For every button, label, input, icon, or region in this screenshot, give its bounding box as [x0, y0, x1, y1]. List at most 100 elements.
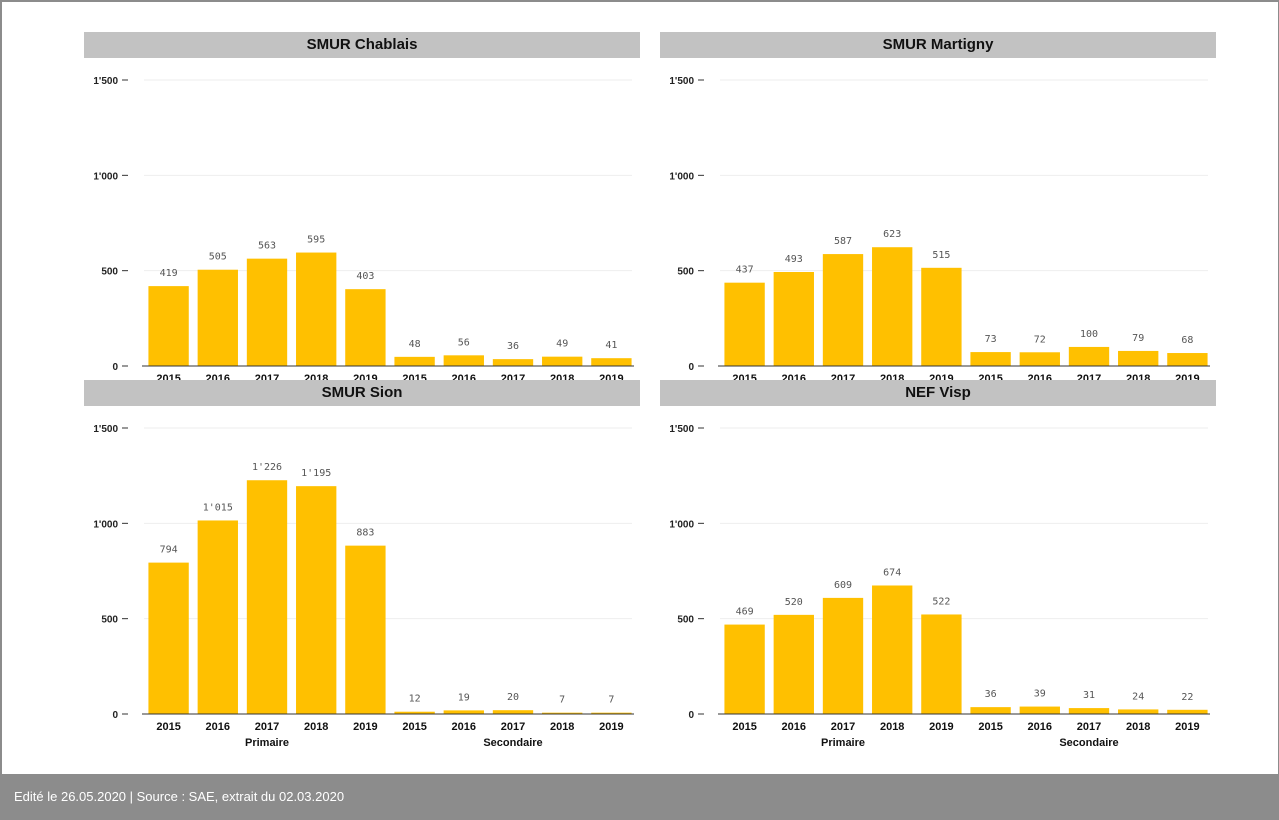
bar — [394, 356, 435, 366]
value-label: 1'195 — [301, 468, 331, 479]
x-tick-label: 2018 — [1126, 721, 1150, 733]
y-tick-label: 0 — [112, 362, 118, 373]
y-tick-label: 1'500 — [669, 424, 694, 435]
bar — [872, 247, 913, 366]
value-label: 36 — [507, 341, 519, 352]
bar — [773, 272, 814, 366]
value-label: 794 — [160, 545, 178, 556]
value-label: 437 — [736, 265, 754, 276]
panel-smur-martigny: SMUR Martigny 0 500 1'000 1'500 437 2015 493 20… — [660, 32, 1216, 385]
x-tick-label: 2015 — [978, 721, 1002, 733]
value-label: 515 — [932, 250, 950, 261]
value-label: 7 — [559, 695, 565, 706]
bar — [970, 707, 1011, 714]
value-label: 403 — [356, 271, 374, 282]
x-tick-label: 2015 — [402, 721, 426, 733]
y-tick-label: 0 — [688, 710, 694, 721]
x-tick-label: 2019 — [353, 721, 377, 733]
bar — [1167, 353, 1208, 366]
group-label: Primaire — [821, 737, 865, 749]
value-label: 22 — [1181, 692, 1193, 703]
bar — [197, 269, 238, 366]
y-tick-label: 500 — [677, 267, 694, 278]
x-tick-label: 2019 — [599, 721, 623, 733]
bar-chart-smur-sion: 0 500 1'000 1'500 794 2015 1'015 2016 1'226 2017 1… — [93, 424, 634, 749]
bar — [1019, 352, 1060, 366]
group-label: Secondaire — [1059, 737, 1118, 749]
value-label: 674 — [883, 567, 901, 578]
bar — [724, 282, 765, 366]
x-tick-label: 2015 — [156, 721, 180, 733]
value-label: 587 — [834, 236, 852, 247]
bar — [1068, 346, 1110, 366]
x-tick-label: 2017 — [255, 721, 279, 733]
value-label: 79 — [1132, 333, 1144, 344]
x-tick-label: 2016 — [206, 721, 230, 733]
x-tick-label: 2019 — [929, 721, 953, 733]
y-tick-label: 1'500 — [93, 76, 118, 87]
value-label: 522 — [932, 596, 950, 607]
bar — [148, 286, 189, 366]
value-label: 19 — [458, 692, 470, 703]
bar — [822, 254, 864, 366]
value-label: 883 — [356, 528, 374, 539]
value-label: 100 — [1080, 329, 1098, 340]
bar — [921, 614, 962, 714]
bar — [492, 710, 534, 714]
bar — [345, 289, 386, 366]
value-label: 7 — [608, 695, 614, 706]
bar — [970, 352, 1011, 366]
bar — [1167, 709, 1208, 714]
bar — [542, 356, 583, 366]
y-tick-label: 1'000 — [669, 171, 694, 182]
group-label: Primaire — [245, 737, 289, 749]
bar-chart-smur-martigny: 05001'0001'50043720154932016587201762320… — [669, 76, 1210, 385]
bar — [1068, 708, 1110, 714]
value-label: 31 — [1083, 690, 1095, 701]
x-tick-label: 2016 — [782, 721, 806, 733]
y-tick-label: 1'000 — [93, 171, 118, 182]
value-label: 609 — [834, 580, 852, 591]
bar — [591, 358, 632, 366]
value-label: 623 — [883, 229, 901, 240]
value-label: 24 — [1132, 691, 1144, 702]
panel-title: SMUR Chablais — [84, 32, 640, 58]
group-label: Secondaire — [483, 737, 542, 749]
bar — [724, 624, 765, 714]
x-tick-label: 2017 — [831, 721, 855, 733]
value-label: 36 — [985, 689, 997, 700]
panel-nef-visp: NEF Visp 0 500 1'000 1'500 469 2015 520 2016 609… — [660, 380, 1216, 772]
value-label: 73 — [985, 334, 997, 345]
bar — [1019, 706, 1060, 714]
x-tick-label: 2016 — [1028, 721, 1052, 733]
x-tick-label: 2016 — [452, 721, 476, 733]
x-tick-label: 2017 — [1077, 721, 1101, 733]
y-tick-label: 1'500 — [93, 424, 118, 435]
x-tick-label: 2018 — [550, 721, 574, 733]
value-label: 12 — [409, 694, 421, 705]
value-label: 41 — [605, 340, 617, 351]
bar — [1118, 709, 1159, 714]
bar — [246, 480, 288, 714]
value-label: 419 — [160, 268, 178, 279]
bar — [296, 486, 337, 714]
value-label: 595 — [307, 235, 325, 246]
bar — [394, 711, 435, 714]
value-label: 68 — [1181, 335, 1193, 346]
value-label: 469 — [736, 607, 754, 618]
value-label: 493 — [785, 254, 803, 265]
panel-title: SMUR Martigny — [660, 32, 1216, 58]
value-label: 56 — [458, 337, 470, 348]
bar — [773, 614, 814, 714]
y-tick-label: 1'000 — [669, 519, 694, 530]
value-label: 49 — [556, 339, 568, 350]
bar — [197, 520, 238, 714]
x-tick-label: 2018 — [304, 721, 328, 733]
value-label: 505 — [209, 252, 227, 263]
bar — [822, 597, 864, 714]
y-tick-label: 1'500 — [669, 76, 694, 87]
panel-smur-chablais: SMUR Chablais 0 500 1'000 1'500 419 2015 505 20… — [84, 32, 640, 385]
y-tick-label: 0 — [112, 710, 118, 721]
x-tick-label: 2017 — [501, 721, 525, 733]
bar — [443, 710, 484, 714]
